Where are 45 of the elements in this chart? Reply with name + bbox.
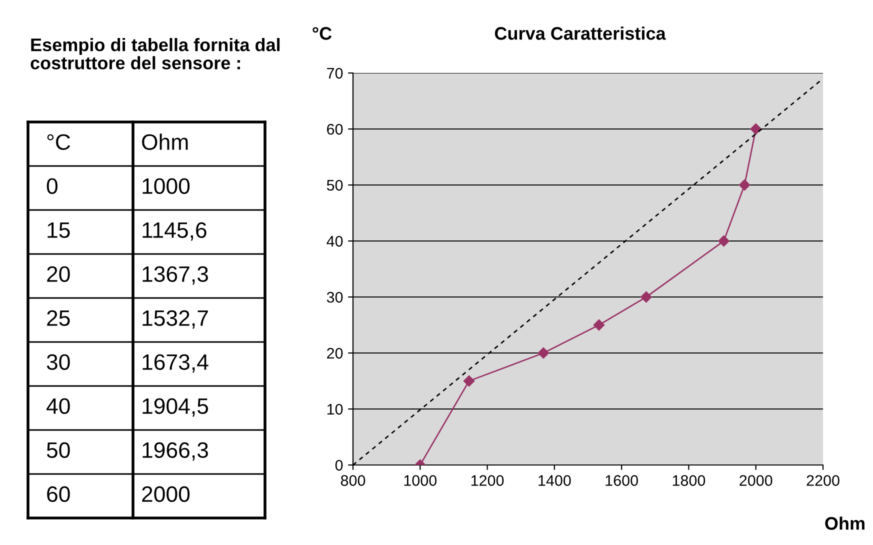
text: 20 (47, 266, 70, 282)
text: 15 (48, 222, 70, 238)
text: 1000 (142, 178, 190, 194)
point (718, 235, 730, 247)
y-tick-label: 40 (326, 236, 343, 247)
text: Esempio di tabella fornita dal costruttore del sensore : (30, 38, 280, 70)
y-tick-label: 70 (327, 68, 343, 79)
text: 1673,4 (142, 354, 208, 373)
text: 30 (46, 354, 70, 370)
text: 1145,6 (142, 222, 206, 241)
y-tick-label: 30 (326, 292, 343, 303)
y-tick-label: 60 (327, 124, 343, 135)
text: 0 (46, 178, 58, 194)
text: 1904,5 (142, 398, 208, 417)
x-tick-label: 800 (340, 475, 366, 486)
category-label: Ohm (142, 134, 188, 150)
x-tick-label: 1200 (471, 475, 504, 486)
y-tick-label: 10 (327, 404, 343, 415)
point (738, 179, 750, 191)
x-tick-label: 1600 (606, 475, 638, 486)
y-axis-title: °C (312, 27, 332, 40)
text: 2000 (142, 486, 190, 502)
y-tick-label: 50 (326, 180, 343, 191)
text: 60 (47, 486, 70, 502)
x-tick-label: 1400 (538, 475, 571, 486)
y-tick-label: 0 (335, 460, 343, 471)
x-tick-label: 2200 (806, 475, 840, 486)
text: 1532,7 (142, 310, 208, 329)
x-tick-label: 1000 (404, 475, 437, 486)
point (463, 375, 475, 387)
point (750, 123, 762, 135)
point (538, 347, 550, 359)
x-tick-label: 1800 (672, 475, 706, 486)
point (593, 319, 605, 331)
text: 50 (46, 442, 70, 458)
text: 1966,3 (142, 442, 208, 461)
chart-title: Curva Caratteristica (494, 26, 666, 40)
x-tick-label: 2000 (740, 475, 772, 486)
point (640, 291, 652, 303)
y-tick-label: 20 (327, 348, 343, 359)
x-axis-title: Ohm (825, 516, 864, 530)
category-label: °C (47, 134, 70, 150)
text: 40 (46, 398, 70, 414)
text: 25 (47, 310, 70, 326)
text: 1367,3 (142, 266, 208, 285)
